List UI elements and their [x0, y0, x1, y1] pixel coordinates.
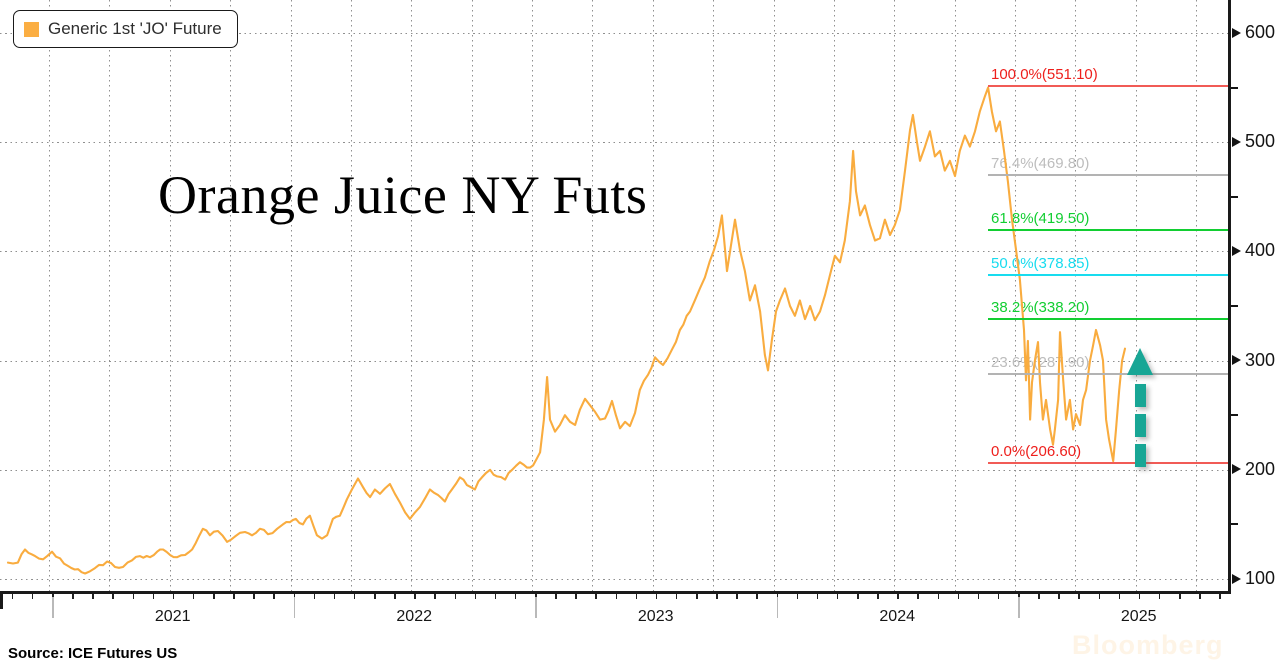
vertical-gridline	[1196, 0, 1198, 592]
vertical-gridline	[1135, 0, 1137, 592]
horizontal-gridline	[0, 579, 1228, 580]
fib-level-label-76.4: 76.4%(469.80)	[991, 155, 1090, 173]
legend-label: Generic 1st 'JO' Future	[48, 19, 222, 38]
horizontal-gridline	[0, 33, 1228, 34]
fib-level-label-61.8: 61.8%(419.50)	[991, 210, 1090, 228]
arrow-dash	[1135, 444, 1146, 467]
arrow-dash	[1135, 414, 1146, 437]
arrow-head	[1127, 348, 1153, 375]
arrow-dash	[1135, 384, 1146, 407]
fib-level-label-0: 0.0%(206.60)	[991, 442, 1082, 460]
x-axis-left-cap	[0, 592, 3, 609]
fib-level-label-23.6: 23.6%(287.90)	[991, 353, 1090, 371]
fib-level-label-50: 50.0%(378.85)	[991, 254, 1090, 272]
source-label: Source: ICE Futures US	[8, 645, 178, 662]
chart-title: Orange Juice NY Futs	[158, 165, 648, 225]
legend-swatch-icon	[24, 21, 39, 37]
legend-box[interactable]: Generic 1st 'JO' Future	[13, 10, 238, 48]
x-axis	[0, 591, 1231, 594]
bloomberg-watermark: Bloomberg	[1072, 630, 1224, 660]
fib-level-label-100: 100.0%(551.10)	[991, 66, 1098, 84]
fib-level-label-38.2: 38.2%(338.20)	[991, 298, 1090, 316]
up-arrow-icon	[1127, 348, 1154, 473]
y-axis	[1228, 0, 1231, 594]
